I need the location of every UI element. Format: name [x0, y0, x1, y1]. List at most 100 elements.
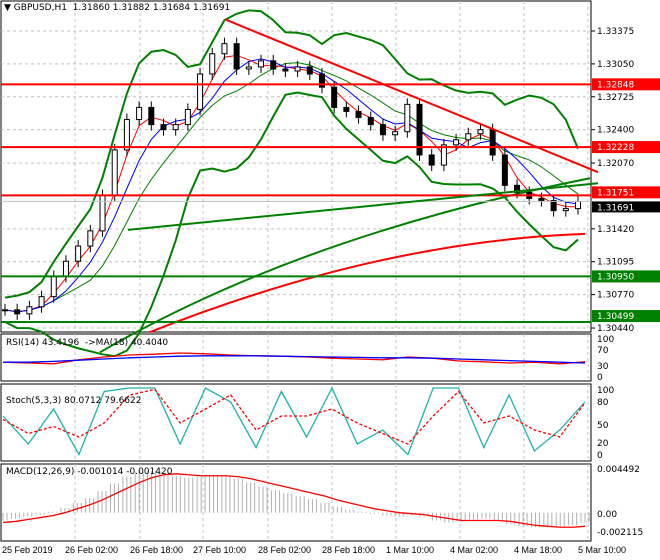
rsi-tick: 30 [597, 362, 609, 372]
panel-frame-0 [0, 0, 592, 333]
candle [233, 43, 240, 70]
time-label: 28 Feb 18:00 [322, 545, 375, 555]
candle [75, 245, 82, 262]
stoch-tick: 80 [597, 398, 609, 408]
time-label: 26 Feb 18:00 [130, 545, 183, 555]
stoch-signal-line [2, 388, 586, 445]
time-label: 28 Feb 02:00 [258, 545, 311, 555]
bollinger-middle [4, 62, 579, 313]
candle [477, 129, 484, 135]
candle [26, 306, 33, 315]
candle [306, 66, 313, 75]
level-label: 1.30499 [597, 312, 634, 322]
time-label: 4 Mar 02:00 [450, 545, 498, 555]
price-tick-label: 1.33375 [597, 27, 634, 37]
candle [38, 296, 45, 308]
price-tick-label: 1.30440 [597, 324, 634, 334]
candle [416, 103, 423, 156]
ma200-line [149, 232, 586, 333]
macd-tick: -0.002115 [597, 528, 643, 538]
candle [453, 139, 460, 146]
rsi-tick: 0 [597, 373, 603, 383]
price-tick-label: 1.31420 [597, 225, 634, 235]
level-label: 1.32228 [597, 143, 634, 153]
candle [62, 260, 69, 277]
candle [575, 201, 581, 210]
stoch-tick: 0 [597, 451, 603, 461]
candle [282, 68, 289, 72]
level-tag [592, 78, 660, 91]
support-trendline [127, 182, 599, 231]
macd-title: MACD(12,26,9) -0.001014 -0.001420 [6, 467, 173, 477]
candle [501, 154, 508, 186]
candle [392, 131, 399, 136]
candle [123, 119, 130, 151]
candle [331, 86, 338, 108]
price-tick-label: 1.32070 [597, 159, 634, 169]
candle [160, 124, 167, 131]
candle [343, 106, 350, 112]
candle [318, 73, 325, 88]
stoch-tick: 20 [597, 439, 609, 449]
candle [294, 66, 301, 72]
candle [136, 106, 143, 121]
candle [184, 108, 191, 126]
panel-frame-3 [0, 463, 592, 542]
close-value: 1.31691 [192, 3, 231, 13]
stoch-tick: 50 [597, 421, 609, 431]
candle [440, 144, 447, 166]
time-label: 4 Mar 18:00 [514, 545, 562, 555]
bollinger-lower [4, 91, 579, 358]
candle [87, 230, 94, 247]
candle [562, 208, 569, 212]
price-tick-label: 1.30770 [597, 291, 634, 301]
ma-slow [4, 58, 579, 313]
candle [538, 197, 545, 202]
rsi-ma-line [3, 355, 586, 364]
price-tick-label: 1.33050 [597, 60, 634, 70]
bollinger-upper [4, 9, 579, 299]
candle [209, 53, 216, 75]
candle [172, 124, 179, 131]
candle [550, 200, 557, 212]
candle [221, 43, 228, 55]
panel-frame-2 [0, 383, 592, 462]
stoch-main-line [2, 386, 586, 457]
level-tag [592, 186, 660, 199]
resistance-trendline [224, 18, 599, 174]
current-price-tag [592, 201, 660, 213]
stoch-title: Stoch(5,3,3) 80.0712 79.6622 [6, 396, 142, 406]
macd-signal-line [2, 473, 586, 528]
candle [197, 73, 204, 110]
level-tag [592, 310, 660, 323]
rsi-line [2, 352, 586, 365]
rsi-tick: 70 [597, 346, 609, 356]
candle [404, 103, 411, 133]
ma100-line [99, 177, 591, 354]
stoch-tick: 100 [597, 386, 614, 396]
time-label: 1 Mar 10:00 [386, 545, 434, 555]
symbol-label: GBPUSD,H1 [13, 3, 67, 13]
price-tick-label: 1.32725 [597, 93, 634, 103]
level-label: 1.32848 [597, 80, 634, 90]
price-tick-label: 1.31095 [597, 258, 634, 268]
candle [50, 275, 57, 298]
candle [245, 66, 252, 70]
macd-tick: 0.004492 [597, 465, 640, 475]
time-label: 27 Feb 10:00 [193, 545, 246, 555]
candle [379, 124, 386, 136]
price-tick-label: 1.32400 [597, 126, 634, 136]
candle [355, 110, 362, 119]
rsi-tick: 100 [597, 335, 614, 345]
open-value: 1.31860 [72, 3, 110, 13]
candle [514, 184, 521, 193]
candle [367, 117, 374, 126]
high-value: 1.31882 [112, 3, 151, 13]
current-price-label: 1.31691 [597, 203, 634, 213]
candle [270, 60, 277, 70]
chart-header: ▼ GBPUSD,H1 1.31860 1.31882 1.31684 1.31… [4, 3, 231, 13]
candle [14, 309, 21, 315]
level-label: 1.31751 [597, 188, 634, 198]
